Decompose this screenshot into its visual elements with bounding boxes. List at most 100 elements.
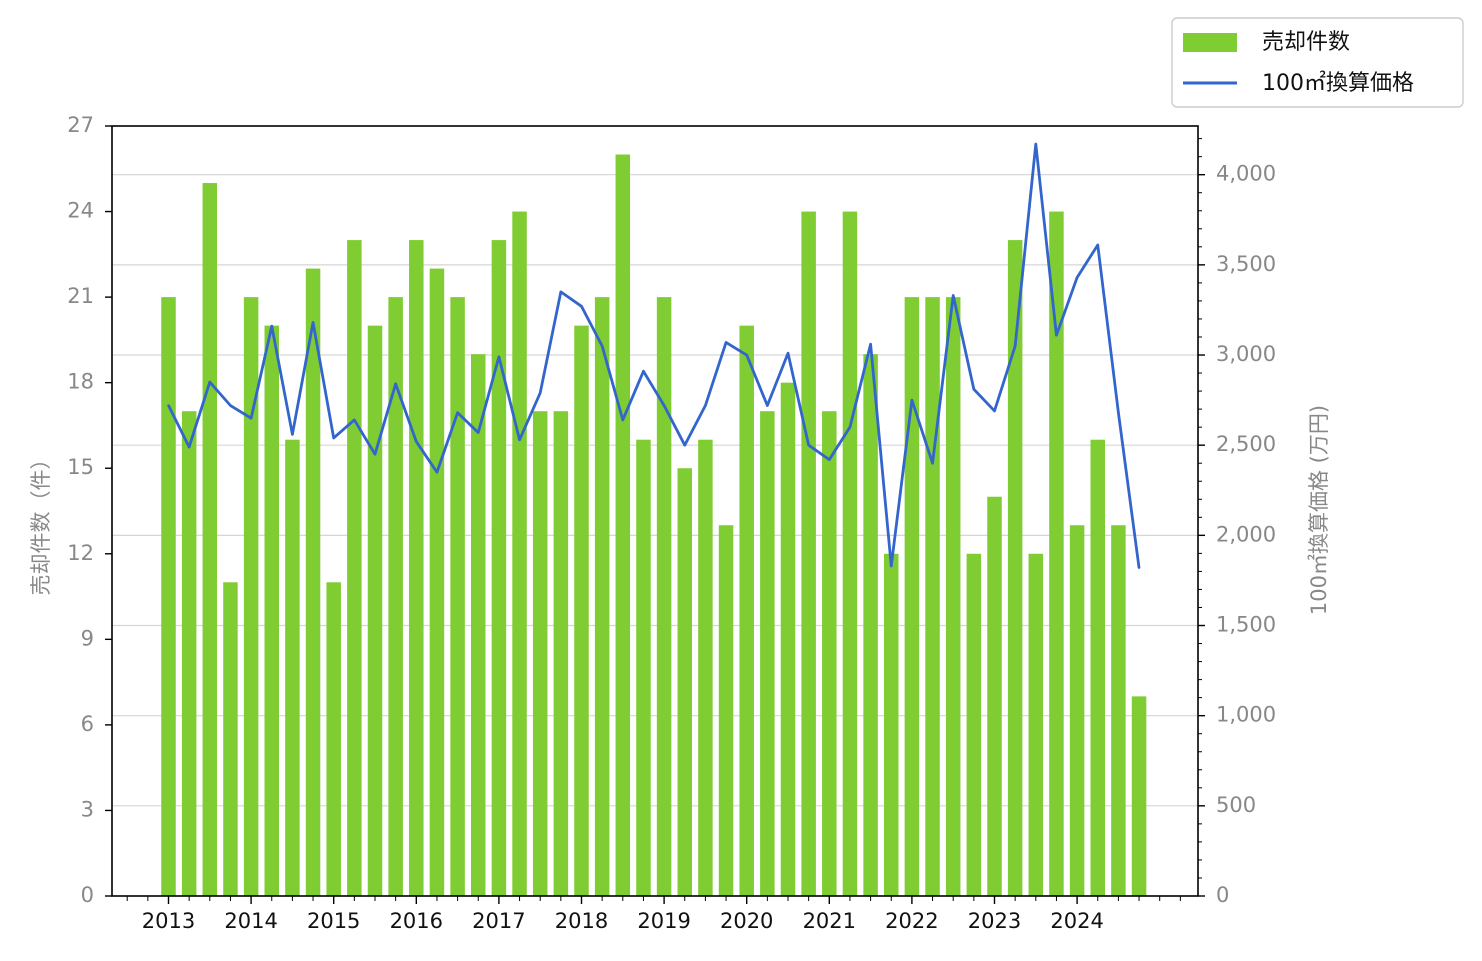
line-point: [807, 443, 810, 447]
bar: [429, 268, 445, 896]
bar: [491, 240, 507, 896]
bar: [532, 411, 548, 896]
x-tick-label: 2020: [720, 909, 773, 933]
line-point: [580, 305, 583, 308]
line-series: [167, 142, 1141, 570]
line-point: [1075, 276, 1079, 279]
line-point: [704, 404, 707, 407]
bar: [739, 325, 754, 896]
bar: [326, 582, 341, 896]
right-tick-label: 3,500: [1216, 252, 1276, 276]
bar: [718, 525, 734, 896]
right-tick-label: 0: [1216, 883, 1229, 907]
line-point: [1096, 243, 1099, 247]
line-point: [600, 344, 604, 348]
bar: [409, 240, 424, 896]
line-point: [1137, 566, 1141, 570]
bar: [450, 297, 465, 897]
bar: [822, 411, 837, 896]
bar: [202, 183, 218, 896]
bar: [904, 297, 920, 897]
line-point: [1013, 344, 1017, 348]
left-tick-label: 15: [67, 455, 94, 479]
left-tick-label: 6: [81, 712, 94, 736]
bar: [471, 354, 486, 896]
x-tick-label: 2022: [885, 909, 938, 933]
line-point: [497, 355, 501, 359]
bar: [243, 297, 259, 897]
x-tick-label: 2015: [307, 909, 360, 933]
line-point: [270, 324, 273, 328]
bar: [553, 411, 569, 896]
x-tick-label: 2019: [637, 909, 690, 933]
bar: [181, 411, 197, 896]
line-point: [249, 416, 253, 420]
line-point: [353, 418, 356, 422]
x-axis: 2013 2014 2015 2016 2017 2018 2019 2020 2021 2022…: [126, 896, 1181, 933]
bar: [1131, 696, 1147, 896]
bar: [594, 297, 610, 897]
bar: [760, 411, 775, 896]
line-point: [910, 398, 914, 402]
line-point: [993, 409, 996, 413]
plot-frame: [111, 125, 1199, 897]
bar: [305, 268, 321, 896]
bar: [1069, 525, 1085, 896]
line-point: [745, 353, 748, 357]
line-point: [931, 462, 934, 465]
line-point: [291, 433, 294, 436]
bar: [863, 354, 878, 896]
line-point: [373, 452, 377, 456]
bar: [264, 325, 279, 896]
right-axis: 0 500 1,000 1,500 2,000 2,500 3,000 3,500 4,000: [1198, 138, 1276, 907]
line-point: [559, 290, 563, 294]
line-point: [683, 443, 686, 447]
line-point: [208, 380, 211, 384]
x-tick-label: 2013: [142, 909, 195, 933]
right-tick-label: 4,000: [1216, 162, 1276, 186]
line-point: [518, 438, 521, 441]
bar: [677, 468, 692, 896]
bar: [285, 439, 300, 896]
line-point: [724, 341, 728, 344]
bar: [698, 439, 713, 896]
x-tick-label: 2021: [803, 909, 856, 933]
left-tick-label: 27: [67, 113, 94, 137]
legend-line-label: 100㎡換算価格: [1262, 70, 1414, 96]
line-point: [848, 425, 852, 429]
left-tick-label: 18: [67, 370, 94, 394]
bar: [347, 240, 362, 896]
bar: [656, 297, 672, 897]
x-tick-label: 2018: [555, 909, 608, 933]
line-point: [972, 388, 976, 391]
line-point: [394, 382, 397, 386]
line-point: [1034, 142, 1038, 146]
left-tick-label: 0: [81, 883, 94, 907]
right-tick-label: 1,500: [1216, 613, 1276, 637]
legend: 売却件数 100㎡換算価格: [1171, 17, 1464, 108]
line-point: [828, 458, 831, 461]
bar: [925, 297, 940, 897]
bar: [615, 154, 631, 896]
line-point: [435, 471, 439, 474]
bar: [388, 297, 403, 897]
left-axis: 0 3 6 9 12 15 18 21 24 27: [67, 113, 112, 907]
price-line: [167, 142, 1141, 568]
bar: [367, 325, 383, 896]
right-tick-label: 2,000: [1216, 522, 1276, 546]
right-tick-label: 500: [1216, 793, 1256, 817]
line-point: [187, 445, 191, 449]
bar: [801, 211, 816, 897]
x-tick-label: 2017: [472, 909, 525, 933]
legend-bar-label: 売却件数: [1262, 30, 1350, 55]
left-tick-label: 21: [67, 284, 94, 308]
left-tick-label: 12: [67, 541, 94, 565]
line-point: [311, 321, 315, 324]
line-point: [477, 431, 480, 434]
line-point: [229, 404, 232, 407]
bar: [987, 496, 1002, 896]
line-point: [642, 370, 645, 373]
left-tick-label: 3: [81, 797, 94, 821]
bar: [1111, 525, 1126, 896]
